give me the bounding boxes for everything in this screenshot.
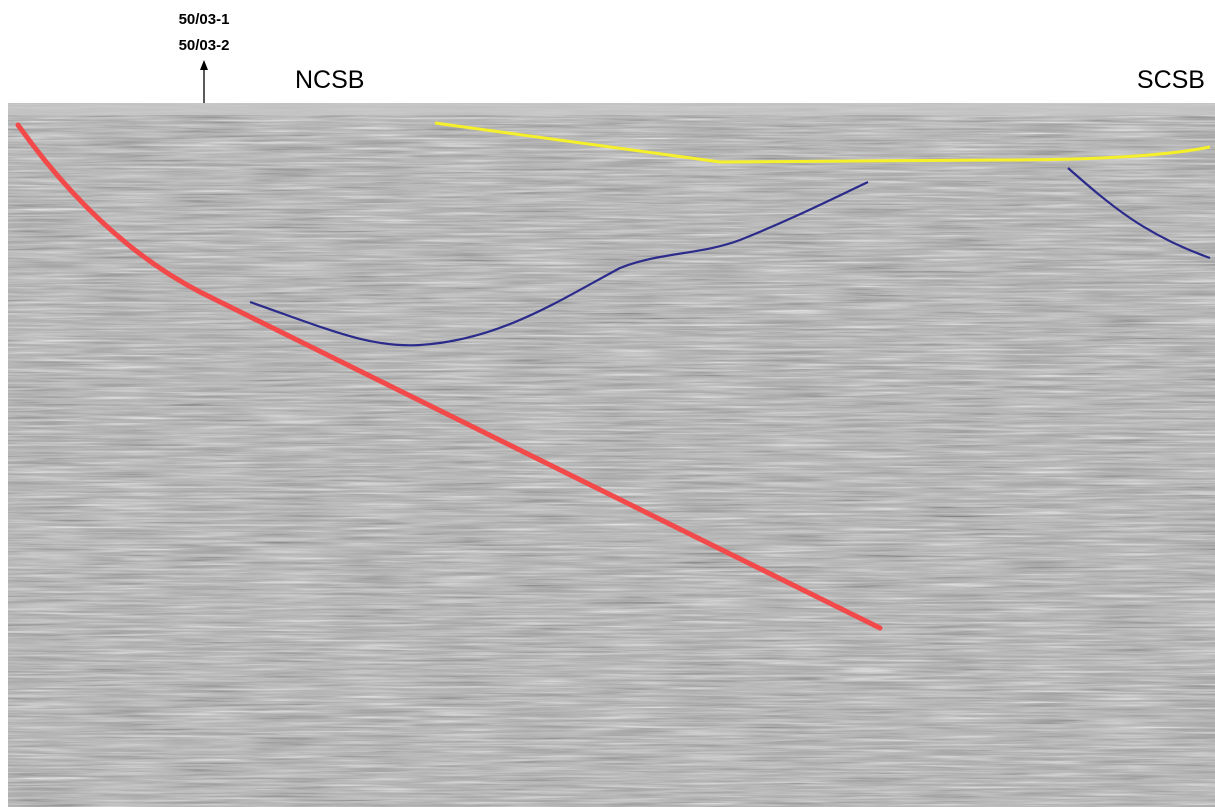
sea-floor-band — [8, 103, 1215, 115]
well-arrowhead — [200, 60, 208, 70]
seismic-texture — [8, 103, 1215, 807]
page: {"labels": {"well_1": "50/03-1", "well_2… — [0, 0, 1215, 807]
well-label: 50/03-1 — [179, 11, 230, 28]
seismic-figure: 50/03-1 50/03-2 NCSB SCSB — [0, 0, 1215, 807]
well-label: 50/03-2 — [179, 37, 230, 54]
body: 50/03-1 50/03-2 NCSB SCSB (() => { const… — [0, 0, 1215, 807]
basin-label: NCSB — [295, 66, 364, 94]
basin-label: SCSB — [1137, 66, 1205, 94]
